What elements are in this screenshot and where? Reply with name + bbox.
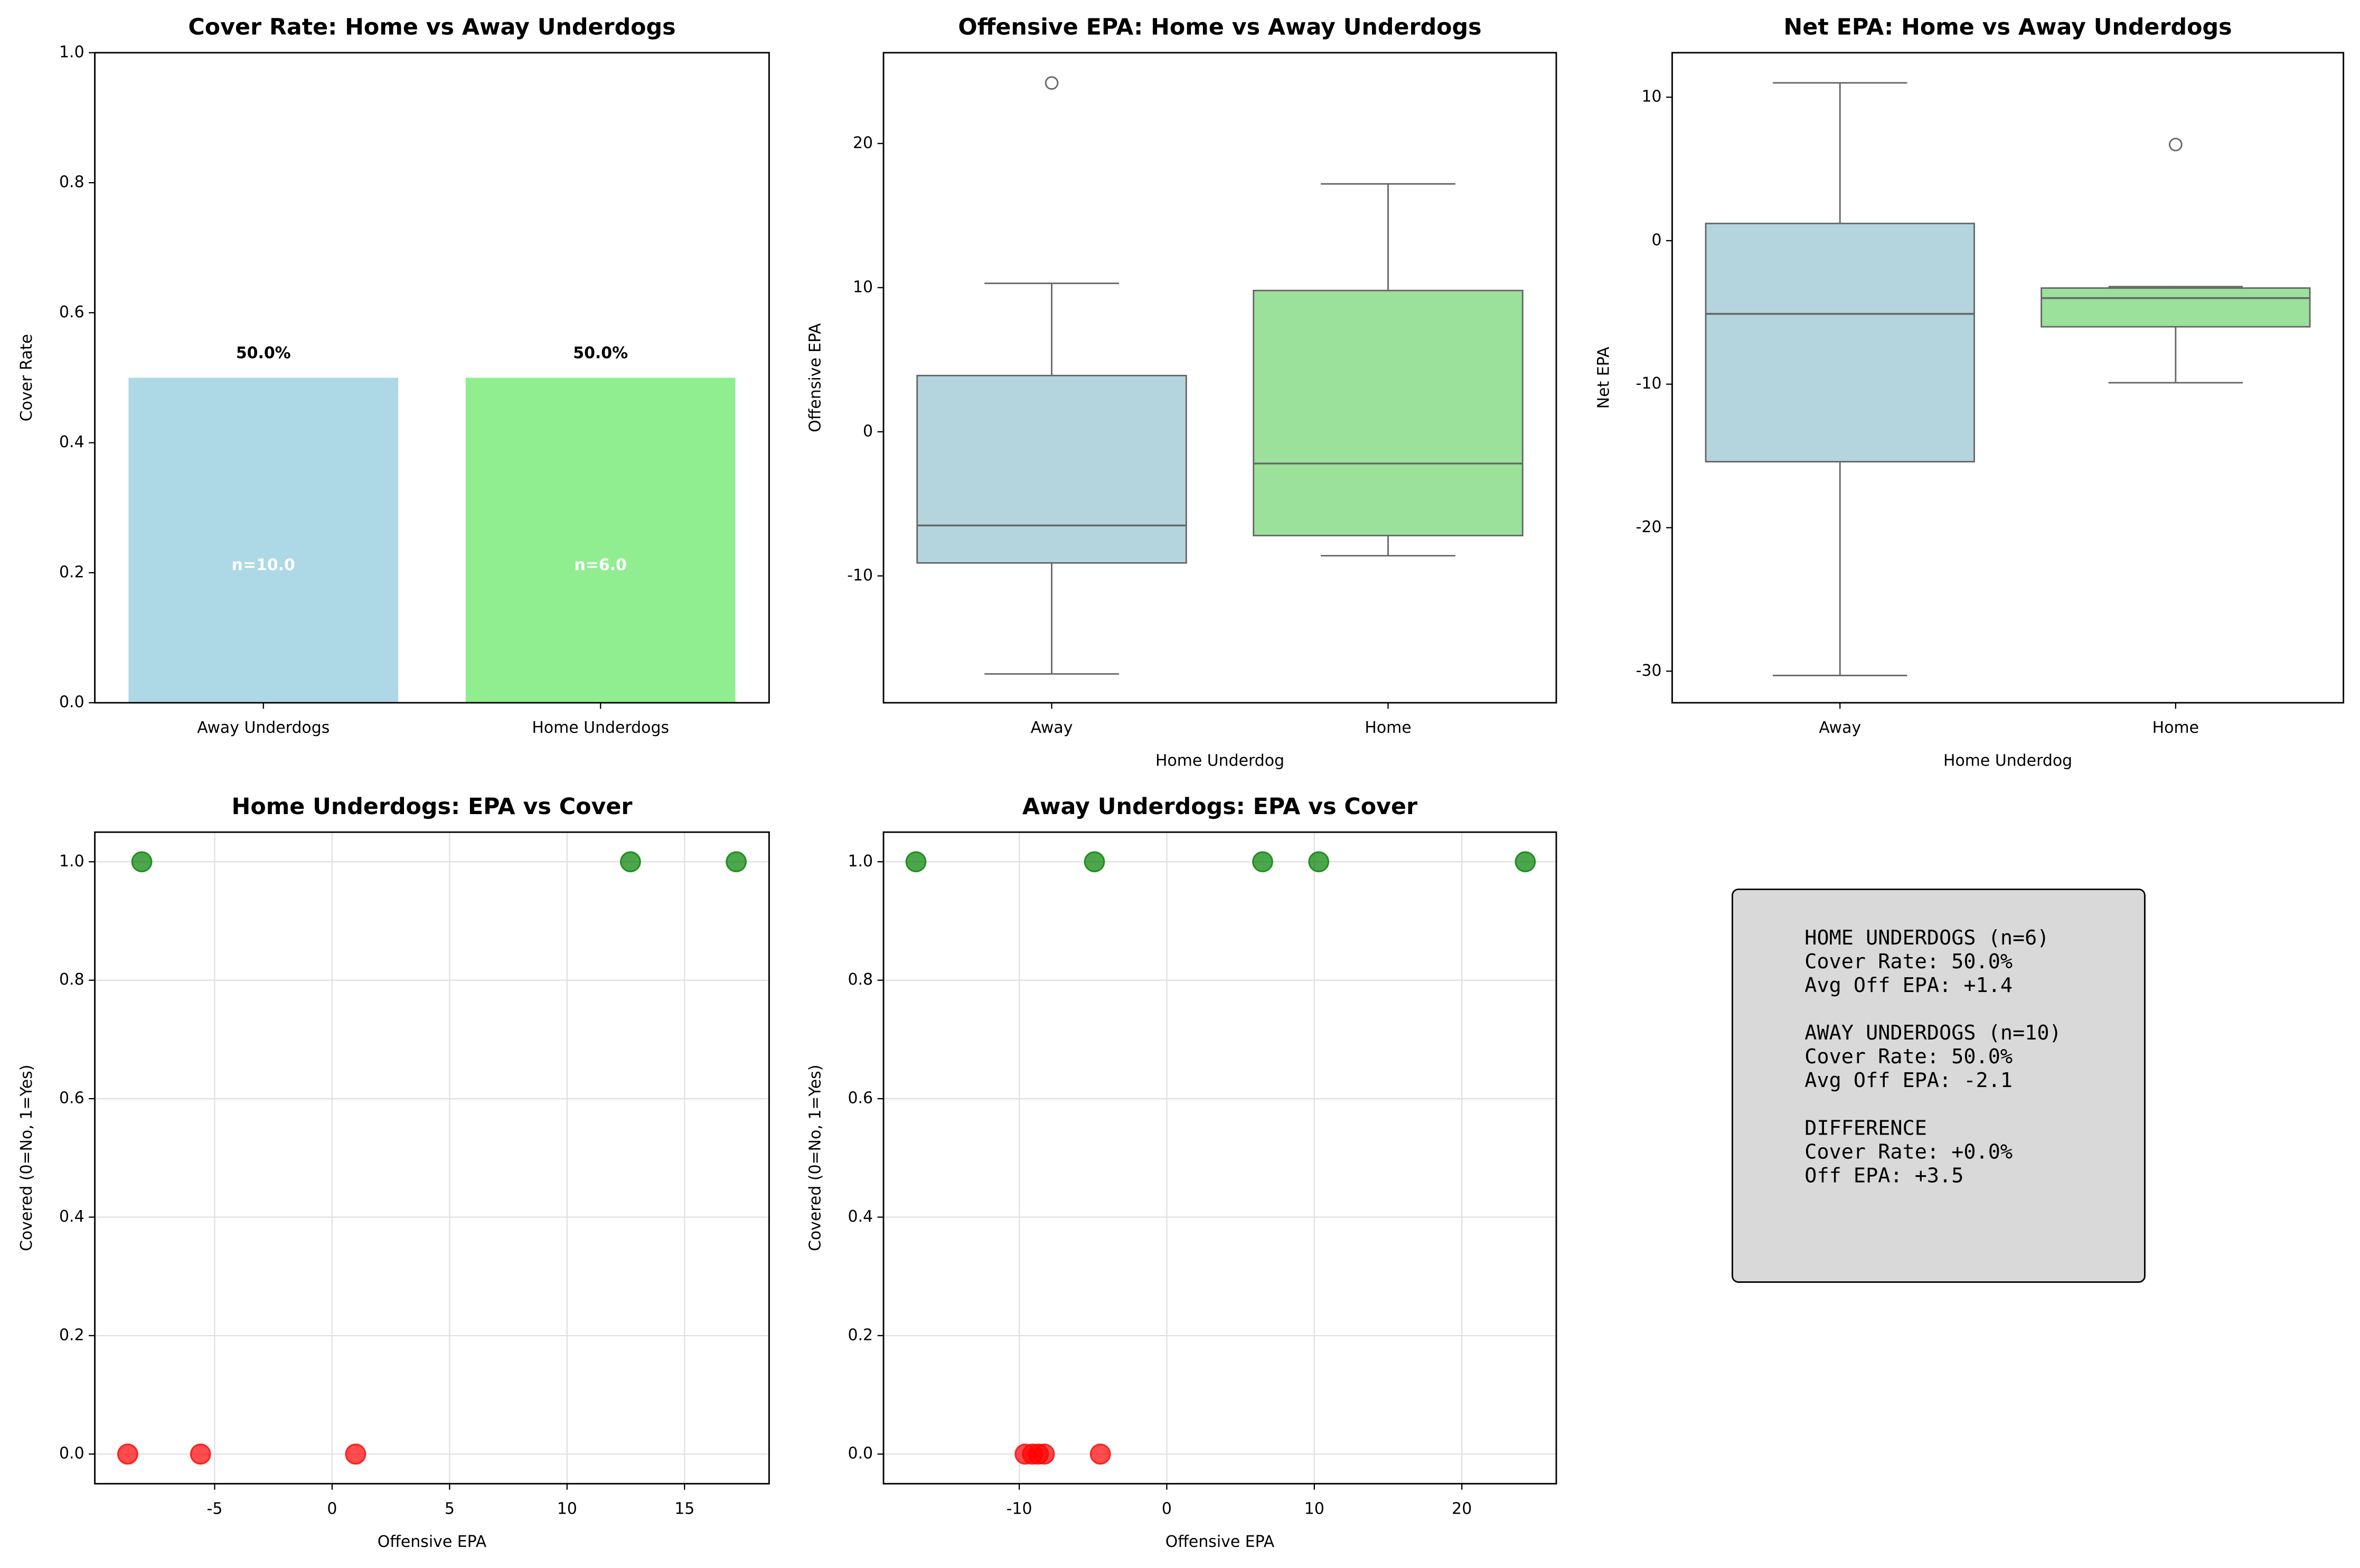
point — [1084, 851, 1105, 873]
x-tick-label: 20 — [1452, 1499, 1472, 1518]
axes-frame — [882, 52, 1557, 704]
point — [345, 1443, 366, 1465]
axes-frame — [94, 831, 770, 1485]
chart-title: Net EPA: Home vs Away Underdogs — [1784, 14, 2232, 41]
y-tick-label: 0.4 — [59, 433, 84, 451]
y-tick-label: 10 — [1641, 88, 1661, 106]
y-tick-label: 0.0 — [59, 693, 84, 712]
x-tick-label: 10 — [557, 1499, 577, 1518]
y-tick-label: 20 — [853, 134, 873, 152]
y-tick-label: 0.8 — [59, 970, 84, 989]
y-tick-label: 0 — [1652, 231, 1662, 249]
panel-line: Off EPA: +3.5 — [1804, 1164, 1963, 1187]
panel-heading: HOME UNDERDOGS (n=6) — [1804, 926, 2049, 950]
x-tick-label: Away Underdogs — [197, 719, 330, 737]
y-tick-label: -30 — [1636, 662, 1662, 680]
point — [726, 851, 747, 873]
x-tick-label: 15 — [674, 1499, 694, 1518]
y-tick-label: 0.4 — [59, 1207, 84, 1226]
x-axis-label: Offensive EPA — [378, 1533, 487, 1551]
chart-title: Offensive EPA: Home vs Away Underdogs — [958, 14, 1481, 41]
panel-heading: DIFFERENCE — [1804, 1116, 1927, 1140]
x-tick-label: 5 — [445, 1499, 455, 1518]
x-tick-label: Away — [1819, 719, 1861, 737]
y-tick-label: 0.8 — [848, 970, 873, 989]
panel-heading: AWAY UNDERDOGS (n=10) — [1804, 1021, 2061, 1045]
y-tick-label: 0.6 — [59, 1089, 84, 1108]
panel-line: Cover Rate: +0.0% — [1804, 1140, 2013, 1164]
x-axis-label: Home Underdog — [1943, 752, 2072, 770]
panel-line: Cover Rate: 50.0% — [1804, 950, 2013, 974]
x-axis-label: Offensive EPA — [1165, 1533, 1275, 1551]
x-tick-label: Away — [1031, 719, 1073, 737]
value-label: 50.0% — [573, 344, 628, 362]
chart-title: Home Underdogs: EPA vs Cover — [232, 794, 633, 820]
y-tick-label: 0.6 — [848, 1089, 873, 1108]
y-tick-label: 0.4 — [848, 1207, 873, 1226]
y-tick-label: -20 — [1636, 518, 1662, 536]
y-tick-label: -10 — [847, 566, 873, 584]
bar — [465, 377, 736, 703]
y-axis-label: Net EPA — [1595, 346, 1613, 409]
axes-frame — [1671, 52, 2345, 704]
point — [117, 1443, 138, 1465]
point — [619, 851, 641, 873]
y-tick-label: 10 — [853, 278, 873, 296]
y-tick-label: 0.2 — [59, 1326, 84, 1344]
chart-title: Cover Rate: Home vs Away Underdogs — [188, 14, 675, 41]
box — [916, 374, 1187, 564]
point — [1308, 851, 1330, 873]
bar — [128, 377, 399, 703]
value-label: 50.0% — [236, 344, 291, 362]
axes-frame — [94, 52, 770, 704]
y-tick-label: 0.2 — [59, 563, 84, 581]
y-tick-label: 0.0 — [59, 1444, 84, 1463]
panel-line: Cover Rate: 50.0% — [1804, 1045, 2013, 1069]
chart-title: Away Underdogs: EPA vs Cover — [1022, 794, 1417, 820]
y-axis-label: Covered (0=No, 1=Yes) — [17, 1065, 36, 1251]
box — [1705, 222, 1975, 462]
box — [2041, 287, 2311, 328]
y-tick-label: -10 — [1636, 374, 1662, 393]
bar-inner-label: n=6.0 — [575, 556, 627, 574]
flier — [1045, 76, 1059, 90]
y-tick-label: 0.8 — [59, 173, 84, 192]
y-tick-label: 1.0 — [848, 852, 873, 871]
y-axis-label: Cover Rate — [17, 334, 36, 422]
x-axis-label: Home Underdog — [1155, 752, 1284, 770]
x-tick-label: Home — [2152, 719, 2199, 737]
x-tick-label: Home — [1365, 719, 1411, 737]
point — [131, 851, 153, 873]
y-tick-label: 1.0 — [59, 852, 84, 871]
bar-inner-label: n=10.0 — [232, 556, 295, 574]
point — [905, 851, 927, 873]
point — [1089, 1443, 1111, 1465]
x-tick-label: 0 — [327, 1499, 337, 1518]
y-tick-label: 0.2 — [848, 1326, 873, 1344]
x-tick-label: 10 — [1304, 1499, 1324, 1518]
point — [1033, 1443, 1055, 1465]
y-tick-label: 0.0 — [848, 1444, 873, 1463]
point — [1252, 851, 1274, 873]
x-tick-label: -10 — [1007, 1499, 1032, 1518]
x-tick-label: 0 — [1162, 1499, 1172, 1518]
panel-line: Avg Off EPA: -2.1 — [1804, 1069, 2013, 1092]
flier — [2169, 137, 2183, 152]
box — [1253, 289, 1524, 536]
y-tick-label: 0 — [863, 422, 873, 440]
x-tick-label: Home Underdogs — [532, 719, 669, 737]
point — [1515, 851, 1536, 873]
x-tick-label: -5 — [207, 1499, 223, 1518]
axes-frame — [882, 831, 1557, 1485]
y-axis-label: Offensive EPA — [806, 323, 824, 432]
y-tick-label: 0.6 — [59, 303, 84, 322]
text-panel-box — [1732, 889, 2146, 1283]
y-tick-label: 1.0 — [59, 43, 84, 61]
y-axis-label: Covered (0=No, 1=Yes) — [806, 1065, 824, 1251]
point — [190, 1443, 211, 1465]
panel-line: Avg Off EPA: +1.4 — [1804, 974, 2013, 997]
